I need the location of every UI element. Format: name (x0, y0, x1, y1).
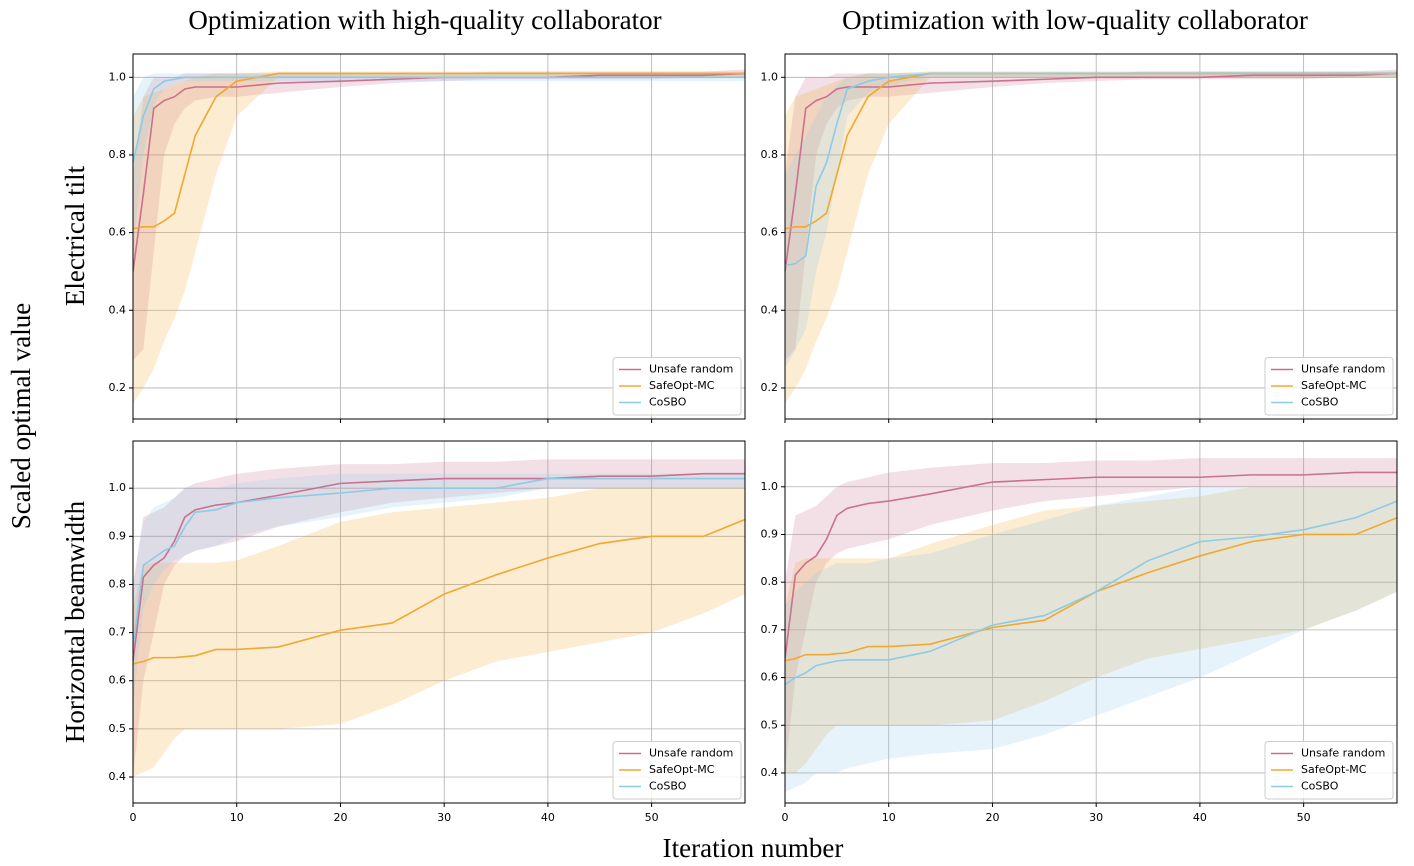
confidence-band (785, 71, 1397, 369)
legend-box (1264, 741, 1394, 800)
y-tick-label: 1.0 (761, 70, 779, 83)
series-line (133, 477, 745, 648)
legend-box (1264, 357, 1394, 416)
y-tick-label: 0.8 (109, 148, 127, 161)
x-tick-label: 10 (230, 811, 244, 824)
legend-label: CoSBO (1301, 780, 1339, 793)
x-tick-label: 40 (541, 811, 555, 824)
axes-frame (784, 53, 1398, 420)
y-tick-label: 0.9 (761, 527, 779, 540)
legend-label: Unsafe random (1301, 747, 1385, 760)
legend-label: SafeOpt-MC (649, 763, 715, 776)
axes-frame (132, 440, 746, 804)
y-tick-label: 0.8 (109, 577, 127, 590)
y-tick-label: 0.4 (109, 770, 127, 783)
legend-label: Unsafe random (1301, 363, 1385, 376)
y-tick-label: 0.6 (761, 226, 779, 239)
y-tick-label: 1.0 (761, 480, 779, 493)
y-tick-label: 0.7 (761, 623, 779, 636)
confidence-band (785, 71, 1397, 404)
x-axis-label: Iteration number (663, 833, 844, 863)
y-tick-label: 0.4 (761, 766, 779, 779)
x-tick-label: 50 (1297, 811, 1311, 824)
y-tick-label: 0.5 (109, 722, 127, 735)
legend-label: SafeOpt-MC (1301, 379, 1367, 392)
y-axis-label: Scaled optimal value (6, 303, 36, 529)
series-line (785, 72, 1397, 272)
axes-frame (132, 53, 746, 420)
x-tick-label: 20 (985, 811, 999, 824)
plot-area (133, 459, 745, 778)
panel: 0.2 0.4 0.6 0.8 1.0 Unsafe random SafeOpt-MC Co… (761, 53, 1398, 423)
legend-label: CoSBO (649, 396, 687, 409)
x-tick-label: 20 (333, 811, 347, 824)
plot-area (133, 69, 745, 404)
legend-label: SafeOpt-MC (649, 379, 715, 392)
y-tick-label: 0.2 (109, 381, 127, 394)
y-tick-label: 0.6 (109, 226, 127, 239)
x-tick-label: 30 (1089, 811, 1103, 824)
legend-label: Unsafe random (649, 363, 733, 376)
series-line (133, 72, 745, 230)
y-tick-label: 0.8 (761, 148, 779, 161)
series-line (133, 472, 745, 662)
y-tick-label: 0.6 (761, 671, 779, 684)
y-tick-label: 1.0 (109, 70, 127, 83)
panel: 0.4 0.5 0.6 0.7 0.8 0.9 1.0 0 10 20 30 40 50 Unsafe r… (761, 440, 1398, 824)
series-line (133, 76, 745, 163)
column-title: Optimization with low-quality collaborat… (842, 5, 1308, 35)
series-line (785, 471, 1397, 659)
panel: 0.2 0.4 0.6 0.8 1.0 Unsafe random SafeOpt-MC Co… (109, 53, 746, 423)
y-tick-label: 0.8 (761, 575, 779, 588)
axes-frame (784, 440, 1398, 804)
x-tick-label: 0 (130, 811, 137, 824)
y-tick-label: 0.4 (761, 303, 779, 316)
plot-area (785, 69, 1397, 404)
x-tick-label: 30 (437, 811, 451, 824)
y-tick-label: 1.0 (109, 481, 127, 494)
confidence-band (133, 71, 745, 404)
confidence-band (785, 458, 1397, 773)
legend-label: SafeOpt-MC (1301, 763, 1367, 776)
series-line (133, 518, 745, 665)
confidence-band (785, 486, 1397, 773)
confidence-band (133, 459, 745, 778)
column-title: Optimization with high-quality collabora… (188, 5, 661, 35)
confidence-band (133, 69, 745, 361)
x-tick-label: 0 (782, 811, 789, 824)
y-tick-label: 0.4 (109, 303, 127, 316)
confidence-band (133, 488, 745, 778)
row-label: Horizontal beamwidth (60, 500, 90, 743)
y-tick-label: 0.5 (761, 718, 779, 731)
series-line (133, 72, 745, 272)
confidence-band (785, 486, 1397, 793)
legend-label: CoSBO (1301, 396, 1339, 409)
legend-label: Unsafe random (649, 747, 733, 760)
panel: 0.4 0.5 0.6 0.7 0.8 0.9 1.0 0 10 20 30 40 50 Unsafe r… (109, 440, 746, 824)
legend-label: CoSBO (649, 780, 687, 793)
plot-area (785, 458, 1397, 793)
y-tick-label: 0.2 (761, 381, 779, 394)
series-line (785, 500, 1397, 686)
y-tick-label: 0.7 (109, 626, 127, 639)
series-line (785, 517, 1397, 662)
x-tick-label: 10 (882, 811, 896, 824)
row-label: Electrical tilt (60, 165, 90, 306)
y-tick-label: 0.6 (109, 674, 127, 687)
confidence-band (785, 69, 1397, 361)
confidence-band (133, 473, 745, 705)
series-line (785, 72, 1397, 267)
x-tick-label: 50 (645, 811, 659, 824)
legend-box (612, 357, 742, 416)
legend-box (612, 741, 742, 800)
x-tick-label: 40 (1193, 811, 1207, 824)
y-tick-label: 0.9 (109, 529, 127, 542)
